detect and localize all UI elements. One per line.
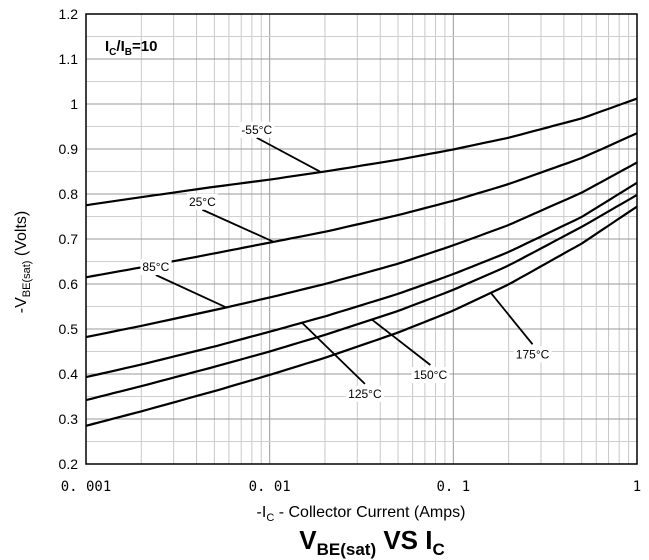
chart-title: VBE(sat) VS IC: [299, 525, 445, 559]
series-label: 125°C: [348, 387, 382, 401]
y-tick-label: 0.9: [59, 141, 79, 157]
annotation-leader: [256, 136, 322, 173]
annotation-leader: [301, 322, 366, 385]
y-tick-label: 1.2: [59, 6, 79, 22]
series-label: 175°C: [516, 347, 550, 361]
x-tick-labels: 0. 001 0. 01 0. 1 1: [61, 479, 642, 495]
series-label-background: [186, 193, 219, 210]
series-line: [85, 161, 638, 339]
x-tick-label: 0. 1: [436, 479, 470, 495]
series-label-background: [140, 259, 172, 275]
y-tick-label: 1.1: [59, 51, 79, 67]
y-tick-label: 0.4: [59, 366, 79, 382]
x-tick-label: 0. 001: [61, 479, 112, 495]
annotation-leader: [155, 274, 227, 309]
y-tick-label: 1: [70, 96, 78, 112]
x-tick-label: 0. 01: [249, 479, 291, 495]
series-line: [85, 132, 638, 279]
series-label-background: [411, 367, 450, 383]
y-axis-label: -VBE(sat) (Volts): [13, 211, 33, 313]
y-tick-label: 0.6: [59, 276, 79, 292]
annotation-labels: -55°C 25°C 85°C 125°C 150°C 175°C: [140, 121, 552, 402]
series-label: 25°C: [189, 195, 216, 209]
y-tick-label: 0.5: [59, 321, 79, 337]
annotation-leader: [490, 292, 534, 345]
series-line: [85, 181, 638, 379]
condition-label: IC/IB=10: [105, 38, 157, 58]
x-tick-label: 1: [633, 479, 641, 495]
grid-lines: [85, 14, 637, 464]
series-label-background: [513, 346, 552, 363]
series-label: 85°C: [142, 260, 169, 274]
series-lines: [85, 97, 638, 427]
series-label: -55°C: [241, 123, 272, 137]
y-tick-labels: 0.2 0.3 0.4 0.5 0.6 0.7 0.8 0.9 1 1.1 1.2: [59, 6, 79, 472]
y-tick-label: 0.7: [59, 231, 79, 247]
y-tick-label: 0.2: [59, 456, 79, 472]
series-line: [85, 205, 638, 427]
plot-frame: [85, 13, 638, 465]
series-line: [85, 193, 638, 402]
annotation-leaders: [155, 136, 534, 385]
series-label-background: [346, 385, 384, 402]
y-tick-label: 0.8: [59, 186, 79, 202]
annotation-leader: [371, 318, 431, 366]
annotation-leader: [201, 208, 274, 243]
y-tick-label: 0.3: [59, 411, 79, 427]
series-line: [85, 97, 638, 207]
x-axis-label: -IC - Collector Current (Amps): [257, 504, 466, 524]
series-label-background: [239, 121, 275, 138]
series-label: 150°C: [414, 368, 448, 382]
